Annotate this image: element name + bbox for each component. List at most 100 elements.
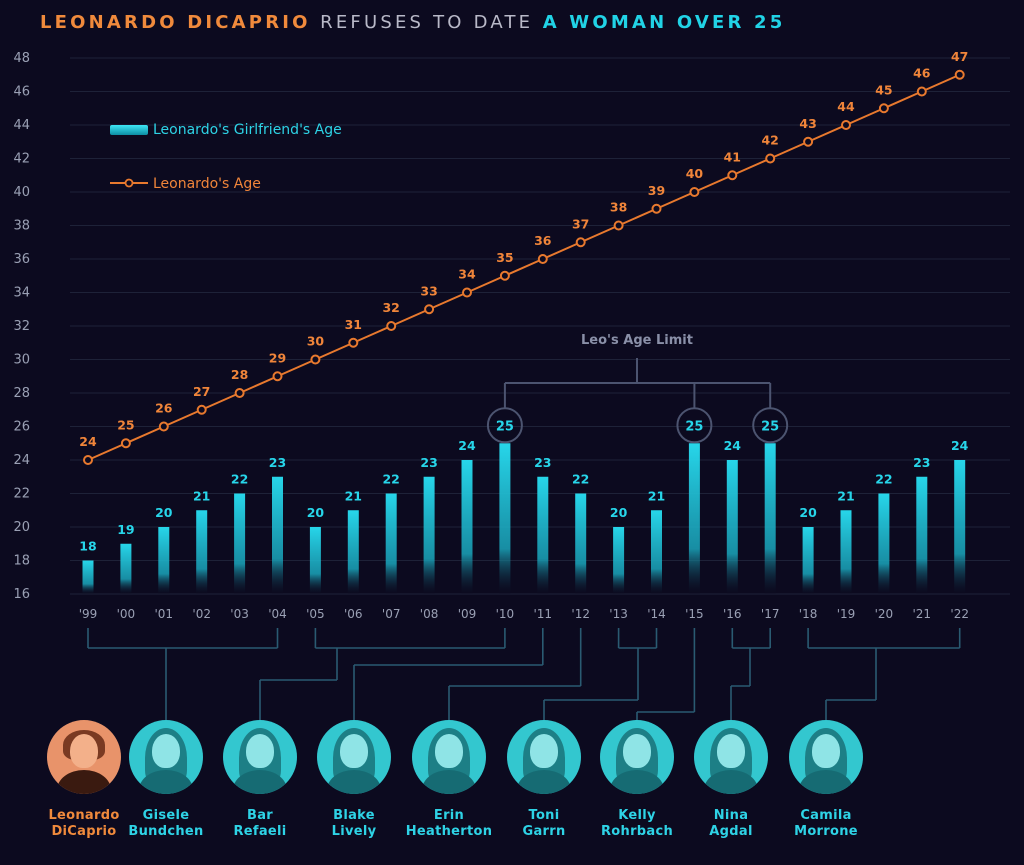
bar-value-label: 25 <box>496 419 514 434</box>
person-last-name: Lively <box>331 824 377 839</box>
bar <box>688 443 700 594</box>
chart-title: LEONARDO DICAPRIO REFUSES TO DATE A WOMA… <box>40 12 785 33</box>
bar-value-label: 22 <box>382 472 399 487</box>
x-tick-label: '17 <box>761 607 780 621</box>
y-tick-label: 32 <box>13 319 30 334</box>
bar <box>575 493 587 594</box>
x-tick-label: '16 <box>723 607 742 621</box>
leo-age-label: 37 <box>572 216 589 231</box>
leo-age-point <box>841 120 851 130</box>
avatar-face <box>70 734 98 768</box>
bar-value-label: 21 <box>648 488 665 503</box>
y-tick-label: 20 <box>13 520 30 535</box>
x-tick-label: '18 <box>799 607 818 621</box>
person-first-name: Erin <box>433 808 465 823</box>
bar <box>726 460 738 594</box>
leo-age-label: 40 <box>686 166 704 181</box>
avatar-face <box>717 734 745 768</box>
legend-bar-swatch <box>110 125 148 135</box>
avatar <box>47 720 121 794</box>
person-first-name: Nina <box>713 808 749 823</box>
avatar <box>600 720 674 794</box>
leo-age-label: 47 <box>951 49 968 64</box>
y-tick-label: 34 <box>13 286 30 301</box>
bars <box>82 443 966 594</box>
avatar <box>223 720 297 794</box>
person-nina: Nina Agdal <box>681 720 781 840</box>
y-tick-label: 48 <box>13 51 30 66</box>
leo-age-point <box>878 103 889 114</box>
avatar-face <box>246 734 274 768</box>
x-tick-label: '19 <box>837 607 856 621</box>
legend: Leonardo's Girlfriend's Age Leonardo's A… <box>110 122 342 192</box>
bar <box>461 460 473 594</box>
bar <box>234 493 246 594</box>
person-bar: Bar Refaeli <box>210 720 310 840</box>
bar <box>916 476 928 594</box>
bar-value-label: 25 <box>761 419 779 434</box>
person-last-name: DiCaprio <box>51 824 117 839</box>
person-name: Toni Garrn <box>494 808 594 840</box>
bar-value-label: 24 <box>458 438 476 453</box>
leo-age-label: 24 <box>79 434 97 449</box>
leo-age-label: 32 <box>382 300 399 315</box>
grid-lines <box>70 57 1010 595</box>
bar-value-label: 22 <box>875 472 892 487</box>
bar-value-label: 23 <box>913 455 930 470</box>
leo-age-point <box>196 404 207 415</box>
y-tick-label: 44 <box>13 118 30 133</box>
avatar <box>789 720 863 794</box>
x-tick-label: '00 <box>117 607 136 621</box>
leo-age-point <box>765 153 776 164</box>
person-name: Leonardo DiCaprio <box>34 808 134 840</box>
legend-leo-label: Leonardo's Age <box>153 176 261 192</box>
x-tick-label: '05 <box>306 607 325 621</box>
y-tick-label: 18 <box>13 554 30 569</box>
bar <box>954 460 966 594</box>
leo-age-point <box>575 237 586 248</box>
person-first-name: Leonardo <box>48 808 120 823</box>
x-axis: '99 '00 '01 '02 '03 '04 '05 '06 '07 '08 '09 '10 '11 '… <box>79 607 969 621</box>
y-tick-label: 40 <box>13 185 30 200</box>
leo-age-point <box>803 136 814 147</box>
bar-value-label: 20 <box>307 505 325 520</box>
legend-line-marker <box>124 178 134 188</box>
avatar <box>129 720 203 794</box>
y-tick-label: 26 <box>13 420 30 435</box>
leo-age-label: 38 <box>610 200 627 215</box>
leo-age-point <box>689 187 700 197</box>
bar <box>120 543 132 594</box>
avatar <box>507 720 581 794</box>
bar <box>158 527 170 594</box>
leo-age-label: 45 <box>875 82 892 97</box>
person-gisele: Gisele Bundchen <box>116 720 216 840</box>
leo-age-label: 35 <box>496 250 513 265</box>
leo-age-point <box>916 86 927 97</box>
y-tick-label: 28 <box>13 386 30 401</box>
x-tick-label: '09 <box>458 607 477 621</box>
x-tick-label: '22 <box>950 607 969 621</box>
bar-value-label: 24 <box>724 438 742 453</box>
person-first-name: Blake <box>333 808 375 823</box>
title-part-verb: REFUSES TO DATE <box>320 12 534 33</box>
leo-age-point <box>954 69 965 80</box>
x-tick-label: '21 <box>913 607 932 621</box>
leo-age-point <box>462 287 472 298</box>
title-part-object: A WOMAN OVER 25 <box>542 12 786 33</box>
person-kelly: Kelly Rohrbach <box>587 720 687 840</box>
avatar-face <box>623 734 651 768</box>
x-tick-label: '08 <box>420 607 439 621</box>
person-leonardo: Leonardo DiCaprio <box>34 720 134 840</box>
x-tick-label: '07 <box>382 607 401 621</box>
bar <box>272 476 283 594</box>
y-tick-label: 36 <box>13 252 30 267</box>
y-tick-label: 16 <box>13 587 30 602</box>
person-name: Nina Agdal <box>681 808 781 840</box>
person-last-name: Agdal <box>709 824 753 839</box>
person-name: Gisele Bundchen <box>116 808 216 840</box>
bar-value-label: 21 <box>837 488 854 503</box>
bar <box>196 510 208 594</box>
bar <box>82 560 94 594</box>
people-connectors <box>87 628 961 720</box>
leo-age-point <box>537 254 548 264</box>
